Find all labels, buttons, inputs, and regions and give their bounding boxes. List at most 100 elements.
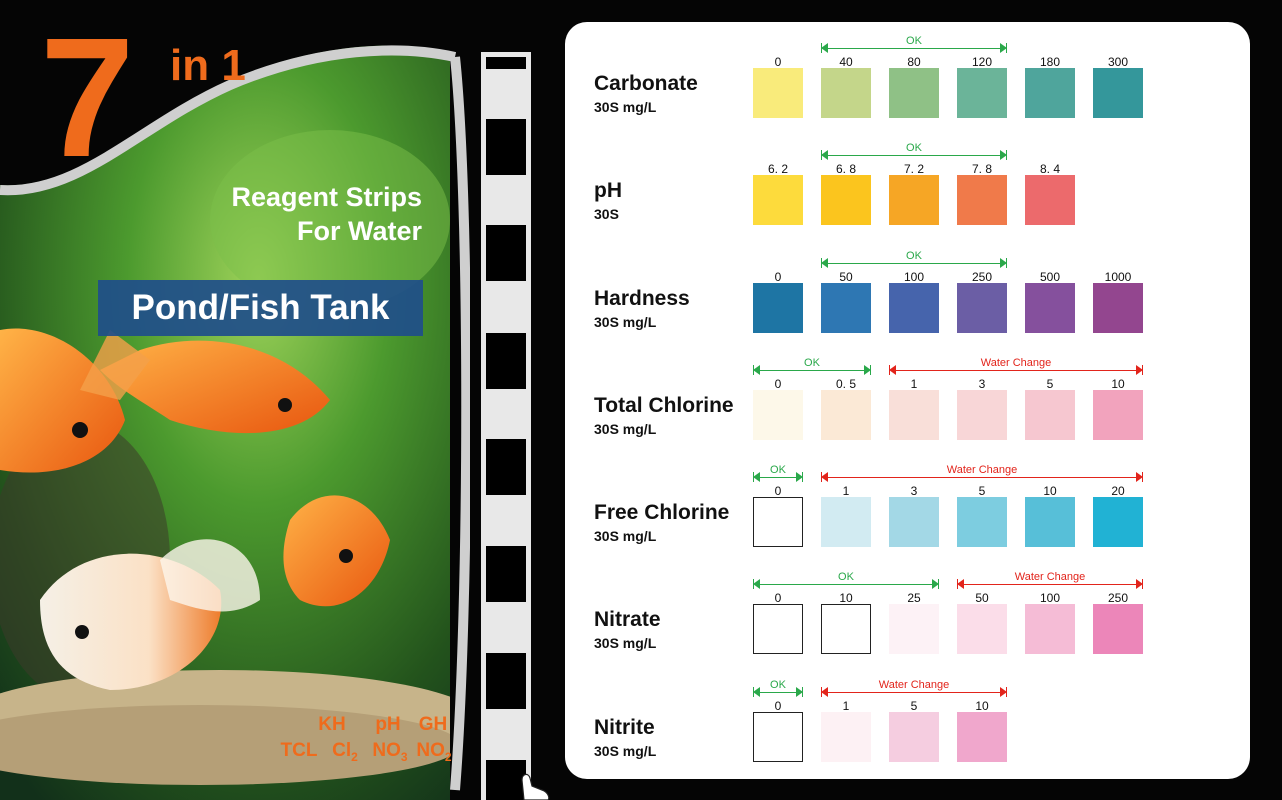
swatch-value: 0 <box>774 699 782 713</box>
swatch-value: 10 <box>1111 377 1125 391</box>
range-tick <box>821 258 822 268</box>
swatch-value: 50 <box>839 270 853 284</box>
test-unit: 30S mg/L <box>594 743 657 759</box>
test-unit: 30S mg/L <box>594 528 657 544</box>
ok-range-indicator: OK <box>821 250 1007 268</box>
banner-label: Pond/Fish Tank <box>131 288 390 327</box>
strip-pad <box>486 439 526 495</box>
color-swatch <box>1025 175 1075 225</box>
range-line <box>823 155 1005 156</box>
parameter-label: GH <box>418 714 448 735</box>
test-unit: 30S mg/L <box>594 314 657 330</box>
swatch-value: 0 <box>774 484 782 498</box>
swatch-value: 5 <box>978 484 986 498</box>
color-swatch <box>821 712 871 762</box>
range-label: Water Change <box>980 357 1052 369</box>
test-unit: 30S mg/L <box>594 421 657 437</box>
swatch-value: 300 <box>1107 55 1129 69</box>
swatch-value: 250 <box>971 270 993 284</box>
arrow-left-icon <box>821 258 828 268</box>
range-tick <box>821 43 822 53</box>
banner-background <box>98 280 423 336</box>
range-tick <box>889 365 890 375</box>
test-name: Free Chlorine <box>594 501 730 524</box>
range-line <box>823 477 1141 478</box>
ok-range-indicator: OK <box>753 679 803 697</box>
swatch-value: 7. 8 <box>971 162 992 176</box>
range-tick <box>821 150 822 160</box>
hand-holding-icon <box>521 773 550 800</box>
product-number: 7 <box>40 3 135 193</box>
swatch-value: 0 <box>774 55 782 69</box>
range-tick <box>753 365 754 375</box>
ok-range-indicator: OK <box>753 357 871 375</box>
arrow-left-icon <box>821 472 828 482</box>
test-name: Nitrite <box>594 716 655 739</box>
test-strip <box>481 52 531 800</box>
color-swatch <box>957 283 1007 333</box>
swatch-value: 10 <box>975 699 989 713</box>
color-swatch <box>889 175 939 225</box>
parameter-label: NO3 <box>366 738 414 770</box>
ok-range-indicator: OK <box>753 571 939 589</box>
swatch-value: 5 <box>910 699 918 713</box>
arrow-left-icon <box>889 365 896 375</box>
swatch-value: 20 <box>1111 484 1125 498</box>
parameter-label: Cl2 <box>324 738 366 770</box>
parameter-row-1: KH pH GH <box>262 712 454 738</box>
strip-pad <box>486 57 526 69</box>
product-in-one: in 1 <box>170 41 246 90</box>
arrow-right-icon <box>1136 579 1143 589</box>
color-swatch <box>889 390 939 440</box>
range-tick <box>802 687 803 697</box>
range-tick <box>821 687 822 697</box>
range-tick <box>1006 687 1007 697</box>
parameter-label: pH <box>375 714 401 735</box>
parameter-label: KH <box>318 714 346 735</box>
swatch-value: 100 <box>903 270 925 284</box>
color-swatch <box>1025 604 1075 654</box>
test-name: Nitrate <box>594 608 661 631</box>
range-label: OK <box>906 35 922 47</box>
water-change-range-indicator: Water Change <box>889 357 1143 375</box>
swatch-value: 1000 <box>1104 270 1132 284</box>
arrow-right-icon <box>1136 472 1143 482</box>
range-line <box>823 263 1005 264</box>
color-swatch <box>753 497 803 547</box>
strip-pad <box>486 333 526 389</box>
range-tick <box>1142 365 1143 375</box>
swatch-value: 6. 8 <box>835 162 856 176</box>
swatch-value: 80 <box>907 55 921 69</box>
color-swatch <box>821 175 871 225</box>
color-swatch <box>1025 390 1075 440</box>
swatch-value: 500 <box>1039 270 1061 284</box>
color-swatch <box>1093 604 1143 654</box>
range-line <box>823 692 1005 693</box>
arrow-left-icon <box>821 43 828 53</box>
swatch-value: 25 <box>907 591 921 605</box>
test-unit: 30S mg/L <box>594 635 657 651</box>
arrow-left-icon <box>753 365 760 375</box>
swatch-value: 50 <box>975 591 989 605</box>
color-swatch <box>957 390 1007 440</box>
range-line <box>823 48 1005 49</box>
range-tick <box>1006 150 1007 160</box>
goldfish-aquarium-photo <box>0 45 470 800</box>
range-tick <box>802 472 803 482</box>
color-swatch <box>753 283 803 333</box>
water-change-range-indicator: Water Change <box>821 464 1143 482</box>
swatch-value: 0 <box>774 591 782 605</box>
parameter-subscript: 3 <box>400 749 408 764</box>
arrow-right-icon <box>1000 258 1007 268</box>
color-swatch <box>753 68 803 118</box>
arrow-left-icon <box>753 687 760 697</box>
range-line <box>959 584 1141 585</box>
test-name: Hardness <box>594 287 690 310</box>
strip-pad <box>486 653 526 709</box>
parameter-label: TCL <box>274 738 324 770</box>
test-unit: 30S mg/L <box>594 99 657 115</box>
color-swatch <box>1025 497 1075 547</box>
parameter-subscript: 2 <box>351 749 358 764</box>
color-swatch <box>753 390 803 440</box>
color-swatch <box>889 68 939 118</box>
